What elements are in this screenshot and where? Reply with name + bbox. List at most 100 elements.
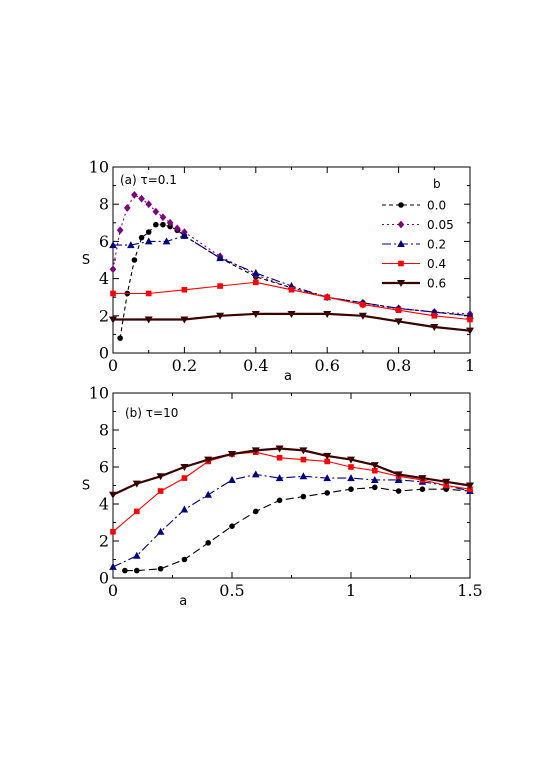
panel-b-data-point	[372, 484, 378, 491]
legend-entry-0: 0.0	[382, 199, 446, 213]
panel-a-xtick-label: 0.6	[314, 356, 339, 375]
panel-b-data-point	[324, 458, 330, 465]
legend-marker	[398, 260, 404, 267]
panel-a-xtick-label: 0.4	[243, 356, 268, 375]
panel-b-xtick-label: 1.5	[457, 581, 482, 600]
panel-a-ylabel: S	[82, 253, 90, 268]
panel-b-ytick-label: 4	[99, 495, 109, 514]
panel-b-series-1	[109, 470, 474, 570]
panel-a-data-point	[152, 207, 160, 216]
panel-b-data-point	[181, 556, 188, 563]
panel-a-data-point	[216, 254, 224, 262]
panel-b-data-point	[122, 567, 128, 574]
panel-a-data-point	[395, 307, 402, 314]
panel-b: 0 2 4 6 8 10 0 0.5 1 1.5 a S (b) τ=10	[82, 384, 483, 610]
panel-a-data-point	[159, 213, 167, 222]
panel-b-data-point	[324, 490, 331, 496]
panel-b-data-point	[204, 490, 212, 498]
panel-a-data-point	[160, 221, 166, 228]
panel-b-series-2	[110, 449, 473, 535]
panel-b-data-point	[372, 467, 378, 474]
legend-marker	[397, 220, 405, 229]
panel-b-data-point	[299, 472, 308, 480]
panel-b-data-point	[156, 473, 165, 481]
panel-b-xtick-label: 1	[346, 581, 356, 600]
panel-b-data-point	[156, 527, 165, 535]
panel-a-data-point	[123, 204, 131, 212]
panel-b-ytick-label: 2	[99, 532, 109, 551]
panel-a: 0 2 4 6 8 10 0 0.2 0.4 0.6 0.8 1 a S (a) τ=0.1 b 0.0 0.05…	[82, 158, 475, 385]
panel-b-data-point	[180, 464, 189, 471]
panel-b-data-point	[276, 454, 283, 461]
legend-marker	[397, 240, 405, 247]
panel-a-data-point	[431, 313, 438, 319]
panel-a-data-point	[166, 218, 174, 227]
panel-a-data-point	[180, 231, 189, 239]
panel-a-data-point	[131, 191, 138, 199]
panel-a-data-point	[358, 312, 367, 320]
legend-entry-1: 0.05	[382, 218, 454, 232]
panel-a-ytick-label: 4	[99, 269, 109, 288]
panel-a-data-point	[181, 286, 188, 293]
panel-b-data-point	[371, 475, 379, 483]
panel-b-label: (b) τ=10	[125, 406, 178, 420]
panel-b-data-point	[132, 480, 141, 488]
panel-b-data-point	[348, 464, 354, 470]
panel-a-data-point	[109, 241, 117, 249]
panel-a-series-line	[113, 235, 471, 317]
panel-b-series-3	[109, 445, 474, 499]
legend-label: 0.4	[427, 257, 446, 271]
legend-label: 0.05	[427, 218, 454, 232]
panel-b-data-point	[275, 474, 284, 482]
panel-b-data-point	[134, 508, 140, 515]
panel-a-data-point	[173, 224, 181, 233]
panel-a-series-2	[109, 231, 474, 319]
panel-a-series-1	[109, 191, 474, 318]
panel-a-data-point	[323, 310, 332, 318]
panel-a-series-3	[110, 279, 473, 323]
panel-b-data-point	[299, 447, 308, 455]
panel-a-ytick-label: 0	[99, 344, 109, 363]
panel-a-data-point	[466, 327, 474, 335]
panel-a-data-point	[109, 316, 117, 324]
panel-b-ytick-label: 6	[99, 458, 109, 477]
panel-a-data-point	[138, 234, 145, 241]
panel-a-xtick-label: 0.2	[172, 356, 197, 375]
legend-entry-4: 0.6	[382, 277, 446, 291]
panel-a-data-point	[252, 269, 260, 277]
panel-b-data-point	[276, 497, 283, 504]
panel-b-data-point	[442, 478, 451, 486]
panel-b-series-line	[112, 451, 471, 533]
panel-b-series-line	[112, 447, 471, 496]
panel-a-data-point	[287, 310, 296, 318]
panel-a-data-point	[253, 279, 259, 286]
panel-b-data-point	[323, 452, 332, 460]
panel-a-data-point	[145, 290, 152, 297]
panel-b-data-point	[134, 567, 140, 574]
panel-a-xlabel: a	[284, 369, 292, 384]
panel-b-data-point	[229, 523, 235, 529]
panel-a-data-point	[144, 316, 153, 324]
panel-a-series-4	[109, 310, 474, 335]
panel-b-data-point	[347, 474, 355, 482]
panel-a-data-point	[145, 200, 152, 209]
panel-b-ylabel: S	[82, 479, 90, 494]
panel-a-data-point	[117, 335, 123, 341]
panel-a-data-point	[109, 265, 117, 274]
panel-b-data-point	[251, 447, 260, 455]
panel-b-data-point	[323, 474, 331, 482]
legend: b 0.0 0.05 0.2 0.4 0.6	[382, 177, 454, 291]
panel-a-ytick-label: 6	[99, 232, 109, 251]
panel-b-data-point	[228, 451, 236, 459]
panel-a-data-point	[216, 312, 225, 320]
legend-entry-3: 0.4	[382, 257, 446, 271]
panel-a-data-point	[144, 237, 153, 245]
panel-b-data-point	[300, 493, 307, 500]
panel-b-data-point	[347, 456, 355, 464]
panel-a-ytick-label: 2	[99, 306, 109, 325]
panel-b-data-point	[205, 540, 211, 546]
panel-a-data-point	[116, 226, 124, 235]
panel-b-series-line	[124, 486, 471, 572]
panel-a-data-point	[162, 237, 171, 245]
panel-b-xtick-label: 0	[108, 581, 118, 600]
